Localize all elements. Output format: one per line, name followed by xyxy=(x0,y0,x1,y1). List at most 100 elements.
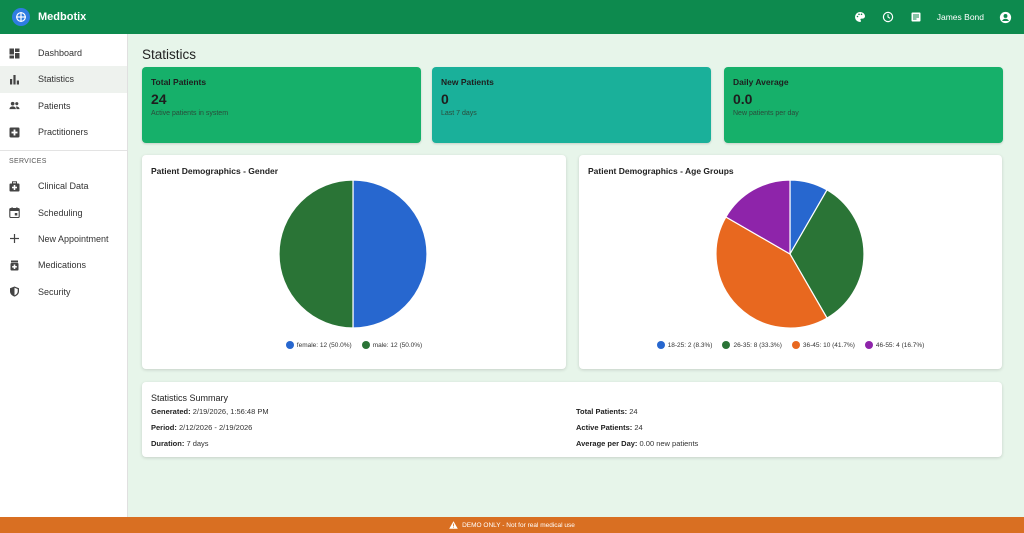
people-icon xyxy=(9,100,20,111)
sidebar-item-security[interactable]: Security xyxy=(0,278,127,304)
age-pie-chart xyxy=(715,179,865,329)
chart-title: Patient Demographics - Age Groups xyxy=(588,166,734,176)
pie-slice[interactable] xyxy=(278,179,354,329)
gender-chart-panel: Patient Demographics - Gender female: 12… xyxy=(142,155,566,369)
account-icon[interactable] xyxy=(998,10,1012,24)
gender-chart-legend: female: 12 (50.0%) male: 12 (50.0%) xyxy=(142,341,566,349)
summary-value: 2/12/2026 - 2/19/2026 xyxy=(178,423,253,432)
legend-swatch xyxy=(791,341,800,349)
stat-card-new-patients: New Patients 0 Last 7 days xyxy=(432,67,711,143)
legend-swatch xyxy=(285,341,294,349)
summary-value: 24 xyxy=(629,407,638,416)
sidebar-item-statistics[interactable]: Statistics xyxy=(0,66,127,93)
notes-icon[interactable] xyxy=(909,10,923,24)
stat-card-daily-average: Daily Average 0.0 New patients per day xyxy=(724,67,1003,143)
sidebar-item-scheduling[interactable]: Scheduling xyxy=(0,199,127,225)
sidebar-item-new-appointment[interactable]: New Appointment xyxy=(0,226,127,252)
stat-card-subtitle: Active patients in system xyxy=(151,110,229,117)
statistics-summary-panel: Statistics Summary Generated: 2/19/2026,… xyxy=(142,382,1002,457)
legend-swatch xyxy=(361,341,370,349)
stat-card-total-patients: Total Patients 24 Active patients in sys… xyxy=(142,67,421,143)
legend-item[interactable]: male: 12 (50.0%) xyxy=(361,341,423,349)
sidebar-divider xyxy=(0,150,127,152)
footer-text: DEMO ONLY - Not for real medical use xyxy=(462,521,575,529)
medication-icon xyxy=(9,260,20,271)
legend-item[interactable]: female: 12 (50.0%) xyxy=(285,341,352,349)
legend-item[interactable]: 36-45: 10 (41.7%) xyxy=(791,341,855,349)
summary-label: Period: xyxy=(151,423,177,432)
summary-title: Statistics Summary xyxy=(151,393,229,403)
pie-slice[interactable] xyxy=(789,189,865,319)
summary-label: Active Patients: xyxy=(576,423,633,432)
sidebar-item-label: Clinical Data xyxy=(38,181,89,192)
stat-card-title: New Patients xyxy=(441,77,494,87)
sidebar-item-label: Practitioners xyxy=(38,127,89,138)
summary-active-patients: Active Patients: 24 xyxy=(576,423,643,432)
demo-warning-footer: DEMO ONLY - Not for real medical use xyxy=(0,517,1024,533)
legend-item[interactable]: 18-25: 2 (8.3%) xyxy=(656,341,713,349)
sidebar-item-label: New Appointment xyxy=(38,233,109,244)
summary-period: Period: 2/12/2026 - 2/19/2026 xyxy=(151,423,252,432)
sidebar-item-clinical-data[interactable]: Clinical Data xyxy=(0,173,127,199)
legend-label: 46-55: 4 (16.7%) xyxy=(875,341,925,349)
sidebar-item-practitioners[interactable]: Practitioners xyxy=(0,119,127,145)
summary-value: 2/19/2026, 1:56:48 PM xyxy=(192,407,269,416)
stat-card-subtitle: Last 7 days xyxy=(441,110,477,117)
dashboard-icon xyxy=(9,48,20,59)
legend-label: 18-25: 2 (8.3%) xyxy=(667,341,713,349)
bar-chart-icon xyxy=(9,74,20,85)
stat-card-value: 0.0 xyxy=(733,91,753,107)
clock-icon[interactable] xyxy=(881,10,895,24)
pie-slice[interactable] xyxy=(715,216,828,329)
sidebar-item-label: Statistics xyxy=(38,74,75,85)
legend-label: female: 12 (50.0%) xyxy=(296,341,352,349)
summary-value: 7 days xyxy=(186,439,209,448)
medbotix-logo-icon[interactable] xyxy=(12,8,30,26)
legend-label: 26-35: 8 (33.3%) xyxy=(733,341,782,349)
summary-label: Total Patients: xyxy=(576,407,628,416)
sidebar-item-dashboard[interactable]: Dashboard xyxy=(0,40,127,66)
medical-bag-icon xyxy=(9,181,20,192)
summary-label: Average per Day: xyxy=(576,439,638,448)
summary-duration: Duration: 7 days xyxy=(151,439,209,448)
user-name[interactable]: James Bond xyxy=(936,12,984,22)
sidebar-item-medications[interactable]: Medications xyxy=(0,252,127,278)
gender-pie-chart xyxy=(278,179,428,329)
summary-value: 0.00 new patients xyxy=(639,439,699,448)
summary-total-patients: Total Patients: 24 xyxy=(576,407,638,416)
summary-average-per-day: Average per Day: 0.00 new patients xyxy=(576,439,698,448)
medical-plus-icon xyxy=(9,127,20,138)
summary-label: Duration: xyxy=(151,439,185,448)
chart-title: Patient Demographics - Gender xyxy=(151,166,279,176)
sidebar-item-label: Patients xyxy=(38,100,71,111)
plus-icon xyxy=(9,233,20,244)
top-app-bar: Medbotix James Bond xyxy=(0,0,1024,34)
stat-card-value: 0 xyxy=(441,91,449,107)
sidebar-item-label: Medications xyxy=(38,260,87,271)
legend-label: 36-45: 10 (41.7%) xyxy=(802,341,855,349)
main-content: Statistics Total Patients 24 Active pati… xyxy=(128,34,1024,517)
legend-item[interactable]: 26-35: 8 (33.3%) xyxy=(722,341,782,349)
page-title: Statistics xyxy=(142,47,197,62)
sidebar: Dashboard Statistics Patients Practition… xyxy=(0,34,128,517)
stat-card-value: 24 xyxy=(151,91,167,107)
app-title[interactable]: Medbotix xyxy=(38,11,87,23)
legend-swatch xyxy=(656,341,665,349)
section-label-services: SERVICES xyxy=(9,158,47,166)
legend-swatch xyxy=(864,341,873,349)
stat-card-subtitle: New patients per day xyxy=(733,110,799,117)
age-chart-legend: 18-25: 2 (8.3%) 26-35: 8 (33.3%) 36-45: 10… xyxy=(579,341,1002,349)
summary-value: 24 xyxy=(634,423,643,432)
legend-swatch xyxy=(722,341,731,349)
pie-slice[interactable] xyxy=(725,179,791,256)
sidebar-item-patients[interactable]: Patients xyxy=(0,93,127,119)
palette-icon[interactable] xyxy=(853,10,867,24)
pie-slice[interactable] xyxy=(352,179,428,329)
legend-item[interactable]: 46-55: 4 (16.7%) xyxy=(864,341,925,349)
age-chart-panel: Patient Demographics - Age Groups 18-25:… xyxy=(579,155,1002,369)
calendar-icon xyxy=(9,207,20,219)
summary-generated: Generated: 2/19/2026, 1:56:48 PM xyxy=(151,407,269,416)
sidebar-item-label: Dashboard xyxy=(38,48,83,59)
legend-label: male: 12 (50.0%) xyxy=(372,341,423,349)
stat-card-title: Total Patients xyxy=(151,77,207,87)
